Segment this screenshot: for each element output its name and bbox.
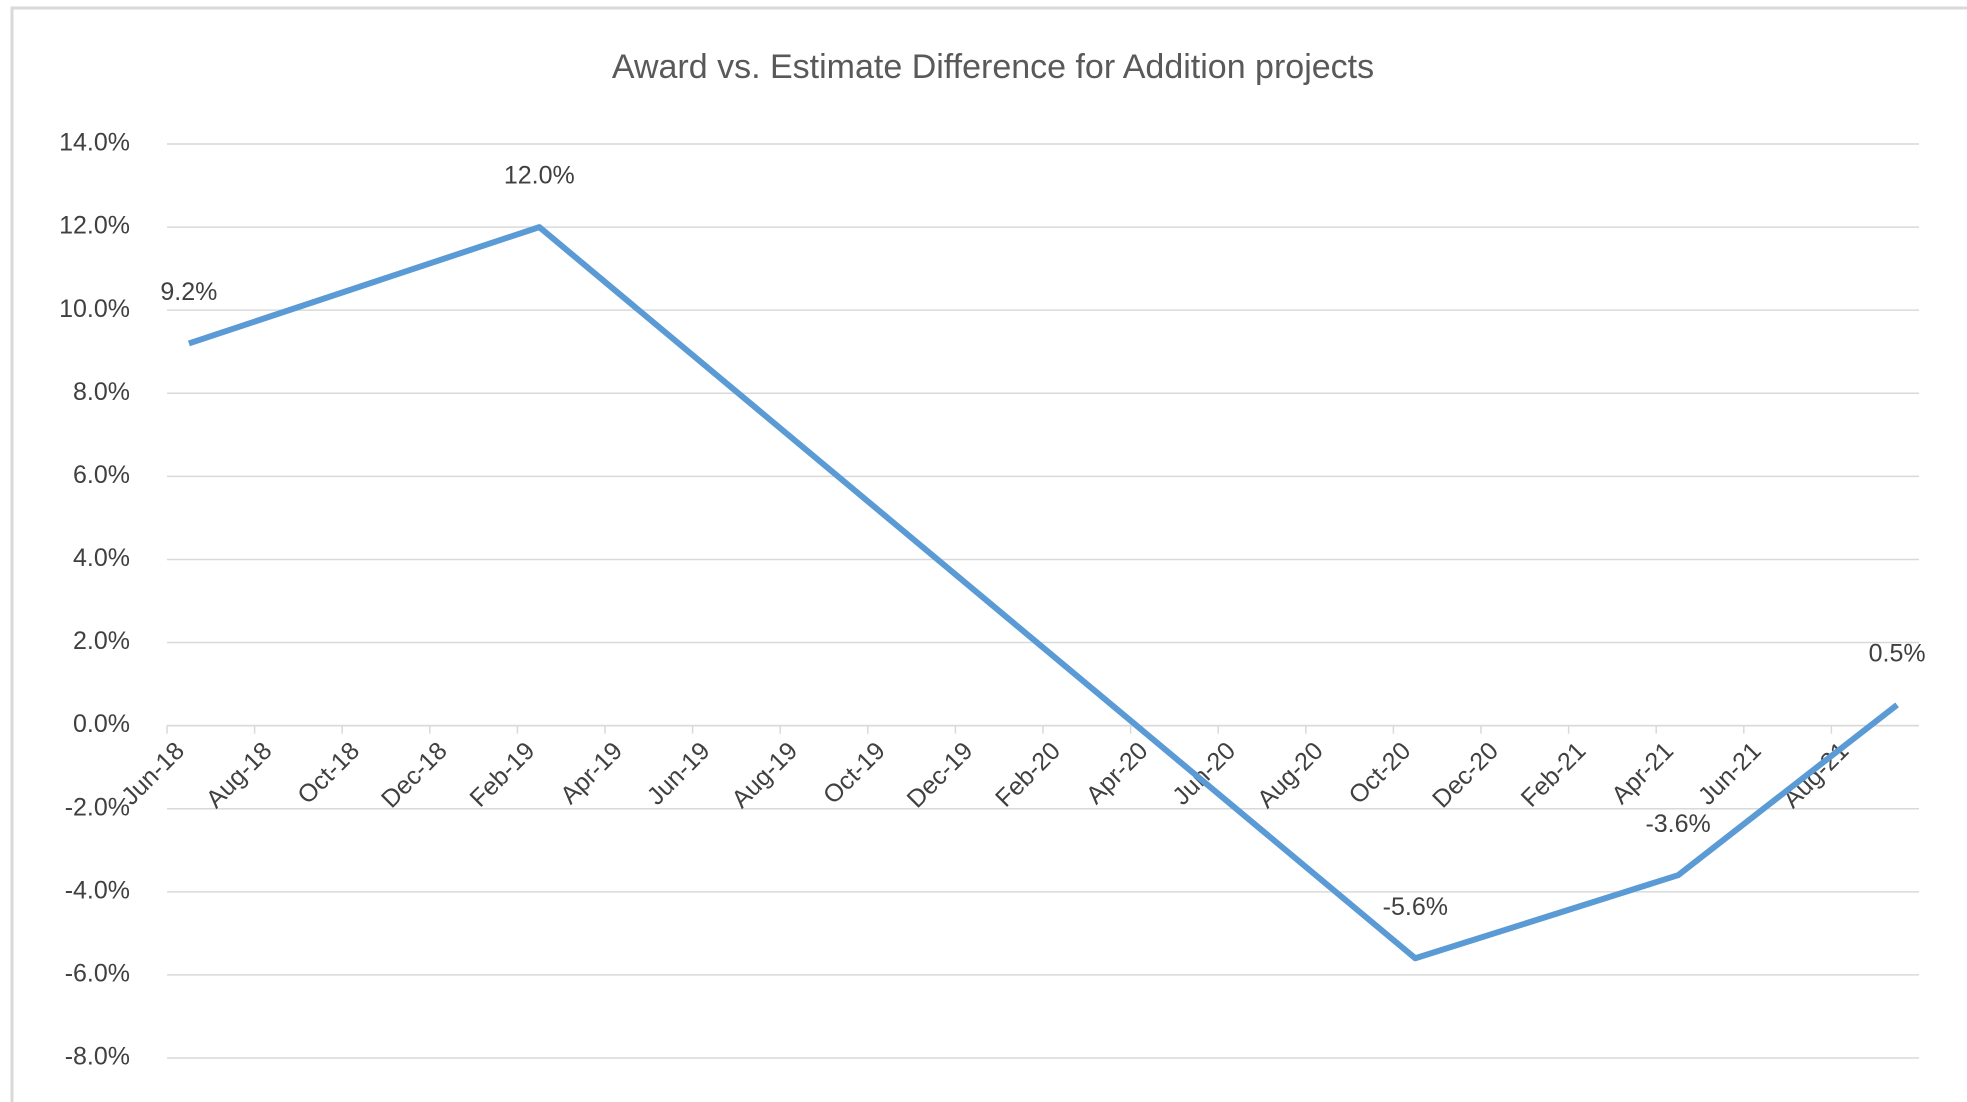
y-tick-label: -2.0%: [65, 793, 130, 821]
data-label: -3.6%: [1645, 810, 1710, 838]
data-label: 9.2%: [160, 278, 217, 306]
y-tick-label: -6.0%: [65, 960, 130, 988]
y-tick-label: 2.0%: [73, 627, 130, 655]
chart-border: [10, 6, 1967, 1102]
y-tick-label: 12.0%: [59, 212, 130, 240]
y-tick-label: 6.0%: [73, 461, 130, 489]
line: [187, 224, 1899, 962]
chart-title: Award vs. Estimate Difference for Additi…: [612, 48, 1374, 86]
y-tick-label: 14.0%: [59, 129, 130, 157]
y-tick-label: -8.0%: [65, 1043, 130, 1071]
y-tick-label: 0.0%: [73, 710, 130, 738]
data-label: -5.6%: [1383, 893, 1448, 921]
y-tick-label: -4.0%: [65, 876, 130, 904]
y-tick-label: 8.0%: [73, 378, 130, 406]
y-tick-label: 4.0%: [73, 544, 130, 572]
data-label: 12.0%: [504, 162, 575, 190]
data-label: 0.5%: [1869, 639, 1926, 667]
y-tick-label: 10.0%: [59, 295, 130, 323]
